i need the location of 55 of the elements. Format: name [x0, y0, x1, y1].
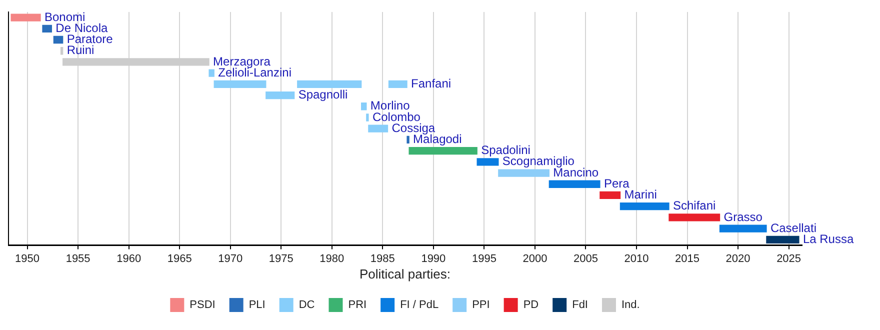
x-tick-label: 2015: [675, 252, 700, 265]
legend-label: DC: [298, 299, 315, 312]
x-tick-label: 1955: [66, 252, 90, 265]
x-tick-label: 2000: [522, 252, 548, 265]
bar: [668, 214, 720, 222]
y-tick-label: Spagnolli: [298, 88, 348, 102]
bar: [60, 47, 64, 55]
bar: [766, 236, 800, 244]
bar: [388, 80, 408, 88]
bar: [10, 14, 41, 22]
y-tick-label: Grasso: [724, 210, 763, 224]
y-tick-label: Merzagora: [213, 54, 271, 68]
bar: [53, 36, 64, 44]
bar: [406, 136, 410, 144]
legend-label: PD: [523, 299, 539, 312]
bar: [476, 158, 499, 166]
bar: [548, 180, 600, 188]
bar: [208, 69, 214, 77]
bar: [297, 80, 362, 88]
bar: [600, 191, 621, 200]
x-tick-label: 1960: [116, 252, 142, 265]
x-tick-label: 1980: [320, 252, 344, 265]
bar: [42, 24, 52, 32]
legend-label: Ind.: [621, 299, 640, 312]
bar: [498, 169, 550, 177]
legend-label: PRI: [348, 299, 367, 312]
y-tick-label: Fanfani: [411, 76, 452, 90]
bar: [366, 114, 369, 122]
bar: [266, 91, 295, 100]
x-tick-label: 1970: [218, 252, 243, 265]
y-tick-label: Schifani: [672, 198, 716, 213]
x-tick-label: 2010: [624, 252, 649, 265]
y-tick-label: Marini: [624, 188, 657, 202]
x-tick-label: 1950: [15, 252, 40, 265]
bar: [361, 102, 367, 110]
x-tick-label: 1990: [421, 252, 446, 265]
bar: [620, 202, 670, 210]
x-tick-label: 2020: [726, 252, 750, 265]
legend-title: Political parties:: [359, 266, 451, 282]
bar: [214, 80, 266, 88]
x-tick-label: 2025: [776, 252, 802, 265]
legend-label: PLI: [248, 299, 266, 312]
legend-label: FdI: [572, 299, 588, 312]
bar: [408, 146, 478, 155]
legend-label: PSDI: [190, 299, 216, 312]
legend-label: FI / PdL: [400, 299, 439, 312]
legend-label: PPI: [472, 299, 490, 312]
x-tick-label: 1965: [167, 252, 192, 265]
x-tick-label: 1995: [472, 252, 496, 265]
x-tick-label: 2005: [573, 252, 598, 265]
y-tick-label: Pera: [604, 176, 630, 190]
x-tick-label: 1975: [268, 252, 294, 265]
x-tick-label: 1985: [370, 252, 395, 265]
bar: [368, 124, 388, 132]
bar: [719, 224, 767, 232]
